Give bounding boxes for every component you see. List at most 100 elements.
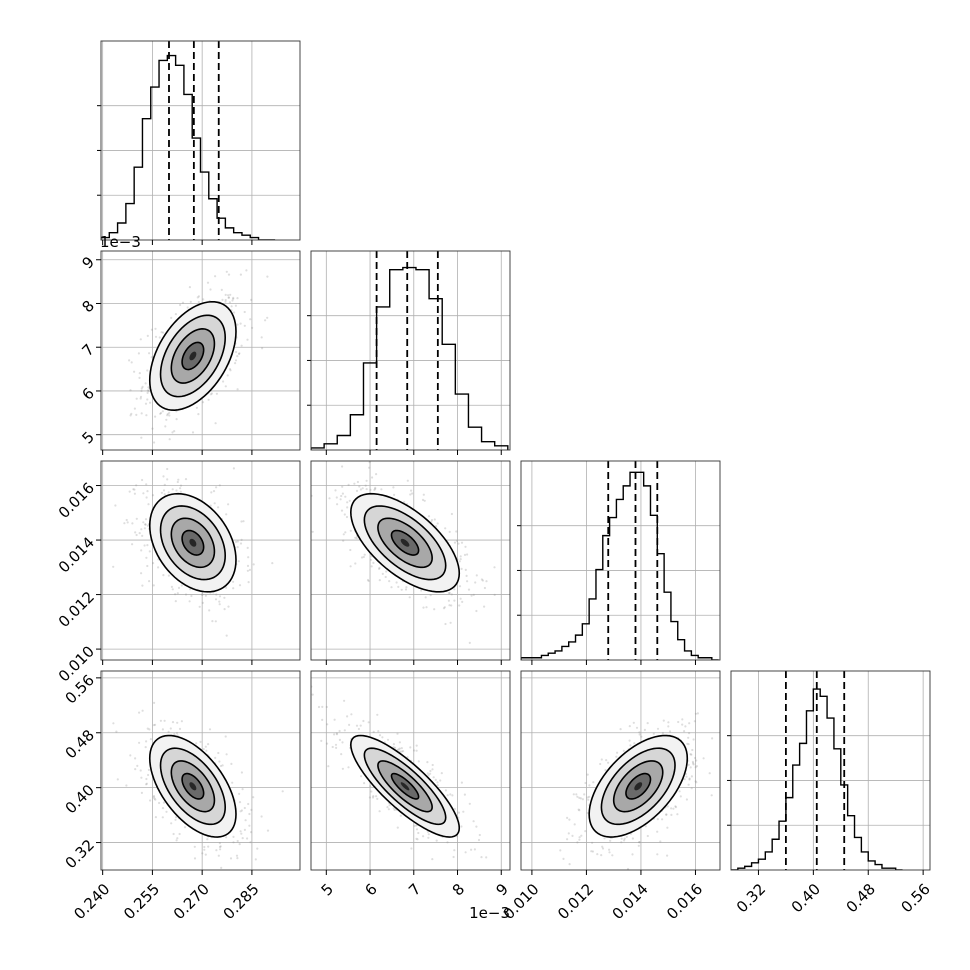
scatter-point bbox=[271, 562, 274, 565]
scatter-point bbox=[152, 795, 156, 798]
scatter-point bbox=[608, 848, 611, 851]
scatter-point bbox=[141, 534, 144, 538]
scatter-point bbox=[320, 739, 323, 743]
scatter-point bbox=[349, 529, 352, 532]
contour-level-2 bbox=[159, 747, 227, 826]
scatter-point bbox=[266, 316, 269, 319]
scatter-point bbox=[238, 801, 242, 804]
scatter-point bbox=[652, 732, 655, 735]
scatter-point bbox=[223, 596, 226, 599]
scatter-point bbox=[161, 728, 164, 731]
scatter-point bbox=[688, 777, 691, 780]
scatter-point bbox=[237, 560, 240, 563]
scatter-point bbox=[214, 275, 217, 278]
scatter-point bbox=[640, 735, 643, 738]
x-tick-label: 0.32 bbox=[733, 880, 769, 916]
x-tick-label: 9 bbox=[493, 880, 512, 899]
scatter-point bbox=[354, 562, 357, 565]
scatter-point bbox=[138, 376, 141, 379]
scatter-point bbox=[711, 737, 714, 740]
scatter-point bbox=[696, 712, 700, 715]
scatter-point bbox=[209, 504, 212, 507]
scatter-point bbox=[685, 798, 689, 801]
scatter-point bbox=[129, 389, 132, 392]
y-tick-label: 6 bbox=[79, 384, 98, 403]
scatter-point bbox=[335, 746, 338, 750]
scatter-point bbox=[692, 762, 695, 765]
scatter-point bbox=[579, 797, 583, 800]
scatter-point bbox=[154, 415, 157, 418]
scatter-point bbox=[248, 568, 251, 572]
scatter-point bbox=[248, 824, 251, 827]
scatter-point bbox=[478, 833, 481, 837]
scatter-point bbox=[427, 836, 430, 839]
scatter-point bbox=[656, 853, 659, 856]
scatter-point bbox=[214, 422, 217, 425]
scatter-point bbox=[245, 269, 248, 272]
scatter-point bbox=[460, 781, 463, 784]
scatter-point bbox=[435, 525, 438, 528]
scatter-point bbox=[590, 850, 593, 853]
scatter-point bbox=[125, 518, 128, 522]
scatter-point bbox=[141, 478, 144, 482]
scatter-point bbox=[144, 402, 148, 405]
scatter-point bbox=[388, 580, 391, 583]
scatter-point bbox=[446, 841, 449, 844]
x-tick-label: 0.48 bbox=[843, 880, 879, 916]
scatter-point bbox=[666, 805, 669, 808]
scatter-point bbox=[161, 816, 164, 819]
scatter-point bbox=[458, 585, 462, 588]
scatter-point bbox=[146, 490, 149, 493]
scatter-point bbox=[321, 705, 324, 709]
scatter-point bbox=[236, 839, 239, 843]
scatter-point bbox=[423, 499, 426, 502]
scatter-point bbox=[578, 836, 581, 839]
scatter-point bbox=[239, 810, 242, 813]
scatter-point bbox=[625, 835, 628, 839]
scatter-point bbox=[392, 807, 395, 810]
scatter-point bbox=[338, 738, 341, 742]
scatter-point bbox=[166, 478, 169, 481]
scatter-point bbox=[229, 293, 232, 296]
scatter-point bbox=[229, 369, 232, 372]
scatter-point bbox=[341, 465, 344, 468]
scatter-point bbox=[370, 790, 373, 793]
scatter-point bbox=[112, 565, 115, 568]
scatter-point bbox=[376, 797, 379, 801]
scatter-point bbox=[145, 740, 148, 743]
scatter-point bbox=[214, 620, 217, 623]
scatter-point bbox=[404, 588, 408, 591]
scatter-point bbox=[243, 310, 246, 314]
scatter-point bbox=[135, 397, 138, 400]
scatter-point bbox=[666, 854, 669, 857]
scatter-point bbox=[170, 822, 173, 825]
scatter-point bbox=[694, 780, 697, 783]
scatter-point bbox=[599, 762, 602, 766]
scatter-point bbox=[335, 496, 338, 499]
scatter-point bbox=[209, 393, 212, 396]
scatter-point bbox=[371, 476, 374, 479]
scatter-point bbox=[656, 727, 660, 730]
scatter-point bbox=[244, 819, 247, 822]
scatter-point bbox=[343, 729, 346, 732]
scatter-point bbox=[690, 775, 694, 778]
scatter-point bbox=[608, 851, 611, 854]
scatter-point bbox=[154, 327, 157, 330]
scatter-point bbox=[241, 788, 244, 791]
scatter-point bbox=[232, 296, 235, 299]
contour-level-3 bbox=[349, 492, 461, 593]
scatter-point bbox=[436, 781, 439, 784]
scatter-point bbox=[357, 727, 360, 731]
scatter-point bbox=[238, 352, 241, 355]
marginal-panel-2 bbox=[517, 460, 721, 661]
scatter-point bbox=[667, 721, 670, 724]
x-tick-label: 0.240 bbox=[70, 880, 113, 923]
scatter-point bbox=[604, 769, 607, 772]
panel-frame bbox=[100, 250, 301, 451]
scatter-point bbox=[141, 385, 144, 388]
scatter-point bbox=[159, 411, 163, 415]
scatter-point bbox=[172, 832, 175, 836]
scatter-point bbox=[694, 712, 698, 715]
scatter-point bbox=[166, 412, 169, 416]
scatter-point bbox=[702, 757, 705, 760]
